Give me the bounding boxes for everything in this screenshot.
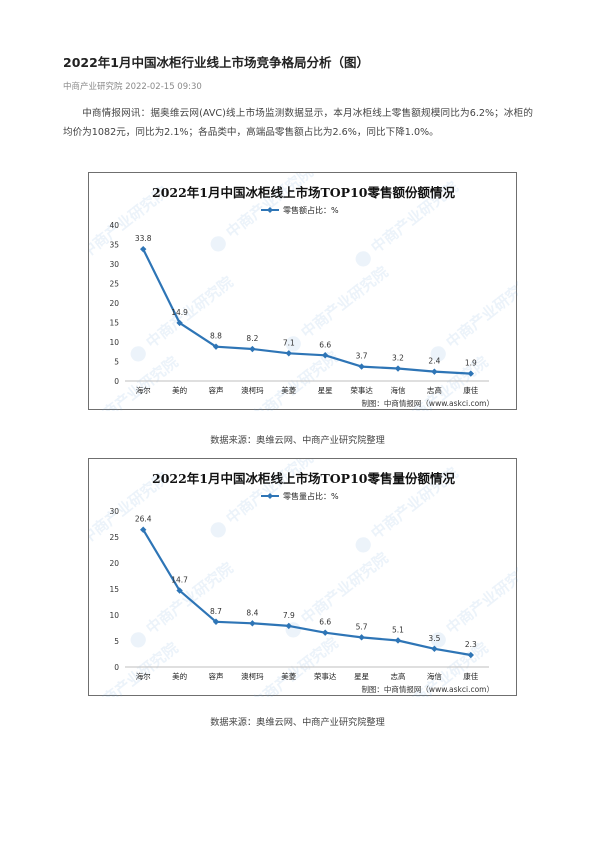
y-tick-label: 25: [109, 533, 119, 542]
y-tick-label: 30: [109, 507, 119, 516]
x-tick-label: 海信: [427, 671, 442, 681]
y-tick-label: 25: [109, 280, 119, 289]
x-tick-label: 荣事达: [350, 385, 373, 395]
x-tick-label: 美的: [172, 671, 187, 681]
data-label: 14.9: [171, 308, 188, 317]
watermark-text: ⬤ 中商产业研究院: [230, 634, 341, 697]
article-meta: 中商产业研究院 2022-02-15 09:30: [63, 82, 202, 92]
x-tick-label: 康佳: [463, 671, 478, 681]
data-label: 8.8: [210, 332, 222, 341]
y-tick-label: 5: [114, 637, 119, 646]
data-point: [176, 587, 183, 594]
data-point: [431, 368, 438, 375]
y-tick-label: 15: [109, 319, 119, 328]
article-title: 2022年1月中国冰柜行业线上市场竞争格局分析（图）: [63, 55, 369, 70]
data-point: [249, 620, 256, 627]
x-tick-label: 美菱: [281, 671, 296, 681]
x-tick-label: 海信: [391, 385, 406, 395]
data-point: [249, 345, 256, 353]
x-tick-label: 志高: [427, 385, 442, 395]
y-tick-label: 10: [109, 338, 119, 347]
watermark-text: ⬤ 中商产业研究院: [125, 273, 236, 365]
x-tick-label: 美的: [172, 385, 187, 395]
y-tick-label: 0: [114, 377, 119, 386]
legend-label: 零售量占比：%: [283, 491, 339, 501]
data-label: 8.2: [246, 334, 258, 343]
x-tick-label: 荣事达: [314, 671, 337, 681]
y-tick-label: 0: [114, 663, 119, 672]
chart-retail-value-share: ⬤ 中商产业研究院⬤ 中商产业研究院⬤ 中商产业研究院⬤ 中商产业研究院⬤ 中商…: [88, 172, 518, 411]
x-tick-label: 海尔: [136, 671, 151, 681]
x-tick-label: 美菱: [281, 385, 296, 395]
y-tick-label: 10: [109, 611, 119, 620]
data-point: [358, 634, 365, 641]
y-tick-label: 30: [109, 260, 119, 269]
x-tick-label: 容声: [209, 385, 224, 395]
data-label: 2.4: [428, 357, 440, 366]
x-tick-label: 志高: [391, 671, 406, 681]
chart-title: 2022年1月中国冰柜线上市场TOP10零售量份额情况: [152, 471, 455, 486]
data-label: 33.8: [135, 234, 152, 243]
data-label: 5.1: [392, 625, 404, 634]
data-point: [394, 637, 402, 644]
legend-marker: [267, 493, 273, 499]
y-tick-label: 5: [114, 358, 119, 367]
chart-caption-1: 数据来源：奥维云网、中商产业研究院整理: [210, 435, 385, 446]
legend-marker: [267, 207, 273, 213]
data-label: 8.7: [210, 607, 222, 616]
chart-retail-volume-share: ⬤ 中商产业研究院⬤ 中商产业研究院⬤ 中商产业研究院⬤ 中商产业研究院⬤ 中商…: [88, 458, 518, 697]
y-tick-label: 40: [109, 221, 119, 230]
series-line: [142, 248, 471, 375]
x-tick-label: 澳柯玛: [241, 671, 264, 681]
watermark-text: ⬤ 中商产业研究院: [125, 559, 236, 651]
series-line: [142, 529, 471, 657]
chart-source-note: 制图：中商情报网（www.askci.com）: [361, 684, 494, 694]
data-point: [358, 363, 365, 370]
data-label: 7.9: [283, 611, 295, 620]
data-point: [176, 319, 183, 327]
data-label: 14.7: [171, 576, 188, 585]
chart-retail-volume-svg: ⬤ 中商产业研究院⬤ 中商产业研究院⬤ 中商产业研究院⬤ 中商产业研究院⬤ 中商…: [89, 459, 518, 697]
x-tick-label: 星星: [354, 672, 369, 681]
x-tick-label: 海尔: [136, 385, 151, 395]
x-tick-label: 康佳: [463, 385, 478, 395]
data-point: [322, 352, 329, 359]
data-point: [212, 618, 220, 625]
chart-source-note: 制图：中商情报网（www.askci.com）: [361, 398, 494, 408]
data-point: [285, 350, 292, 357]
y-tick-label: 20: [109, 299, 119, 308]
data-label: 8.4: [246, 608, 258, 617]
x-tick-label: 澳柯玛: [241, 385, 264, 395]
chart-retail-value-svg: ⬤ 中商产业研究院⬤ 中商产业研究院⬤ 中商产业研究院⬤ 中商产业研究院⬤ 中商…: [89, 173, 518, 411]
chart-title: 2022年1月中国冰柜线上市场TOP10零售额份额情况: [152, 185, 455, 200]
x-tick-label: 容声: [209, 671, 224, 681]
data-label: 7.1: [283, 338, 295, 347]
y-tick-label: 20: [109, 559, 119, 568]
watermark-text: ⬤ 中商产业研究院: [280, 263, 391, 355]
data-label: 3.5: [428, 634, 440, 643]
data-point: [322, 629, 329, 636]
legend-label: 零售额占比：%: [283, 205, 339, 215]
data-label: 5.7: [356, 622, 368, 631]
article-paragraph: 中商情报网讯：据奥维云网(AVC)线上市场监测数据显示，本月冰柜线上零售额规模同…: [63, 108, 533, 138]
watermark-text: ⬤ 中商产业研究院: [425, 273, 518, 365]
data-point: [394, 365, 402, 372]
chart-caption-2: 数据来源：奥维云网、中商产业研究院整理: [210, 717, 385, 728]
data-label: 2.3: [465, 640, 477, 649]
data-label: 6.6: [319, 618, 331, 627]
data-label: 3.7: [356, 352, 368, 361]
data-point: [140, 245, 147, 253]
data-label: 26.4: [135, 515, 152, 524]
y-tick-label: 35: [109, 241, 119, 250]
x-tick-label: 星星: [318, 386, 333, 395]
data-label: 6.6: [319, 340, 331, 349]
data-label: 3.2: [392, 354, 404, 363]
data-label: 1.9: [465, 359, 477, 368]
y-tick-label: 15: [109, 585, 119, 594]
